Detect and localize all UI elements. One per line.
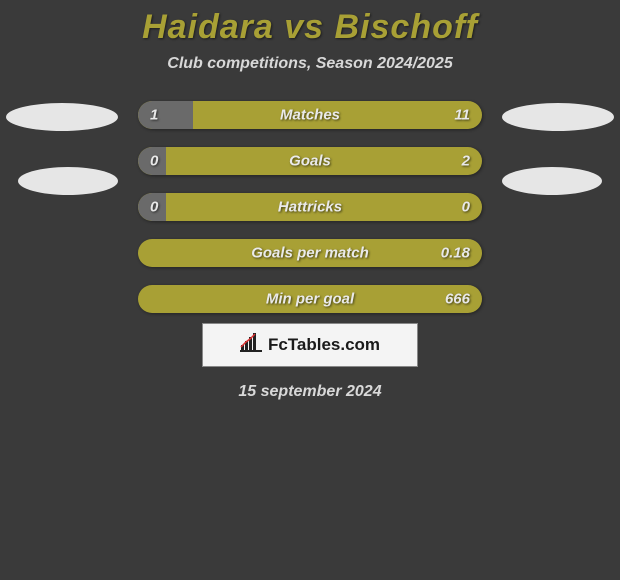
stat-bar: Goals per match 0.18 — [138, 239, 482, 267]
stat-bar: 0 Hattricks 0 — [138, 193, 482, 221]
stat-bar-right-value: 666 — [445, 291, 470, 308]
stat-bar: 1 Matches 11 — [138, 101, 482, 129]
stat-bar-left-value: 0 — [150, 199, 158, 216]
stat-bar-right-value: 11 — [454, 107, 470, 124]
infographic-container: Haidara vs Bischoff Club competitions, S… — [0, 0, 620, 409]
stat-bar-label: Matches — [280, 107, 340, 124]
source-logo-text: FcTables.com — [268, 335, 380, 355]
stat-bar-label: Goals — [289, 153, 331, 170]
source-logo: FcTables.com — [202, 323, 418, 367]
stat-bar: Min per goal 666 — [138, 285, 482, 313]
stat-bar-left-value: 1 — [150, 107, 158, 124]
stat-bar-label: Min per goal — [266, 291, 354, 308]
player-ellipse-icon — [502, 103, 614, 131]
right-side-column — [502, 101, 602, 195]
left-side-column — [18, 101, 118, 195]
page-subtitle: Club competitions, Season 2024/2025 — [167, 55, 452, 73]
player-ellipse-icon — [502, 167, 602, 195]
stat-bar-right-value: 2 — [462, 153, 470, 170]
stat-bar-left-value: 0 — [150, 153, 158, 170]
player-ellipse-icon — [18, 167, 118, 195]
player-ellipse-icon — [6, 103, 118, 131]
bars-column: 1 Matches 11 0 Goals 2 0 Hattricks 0 Goals per ma… — [138, 101, 482, 313]
date-label: 15 september 2024 — [238, 383, 381, 401]
stat-bar-label: Goals per match — [251, 245, 369, 262]
stat-bar: 0 Goals 2 — [138, 147, 482, 175]
page-title: Haidara vs Bischoff — [142, 8, 478, 47]
stat-bar-right-value: 0 — [462, 199, 470, 216]
stat-bar-label: Hattricks — [278, 199, 342, 216]
stat-bar-left-fill — [138, 101, 193, 129]
stat-bar-right-value: 0.18 — [441, 245, 470, 262]
bars-chart-icon — [240, 333, 262, 358]
chart-area: 1 Matches 11 0 Goals 2 0 Hattricks 0 Goals per ma… — [0, 101, 620, 313]
